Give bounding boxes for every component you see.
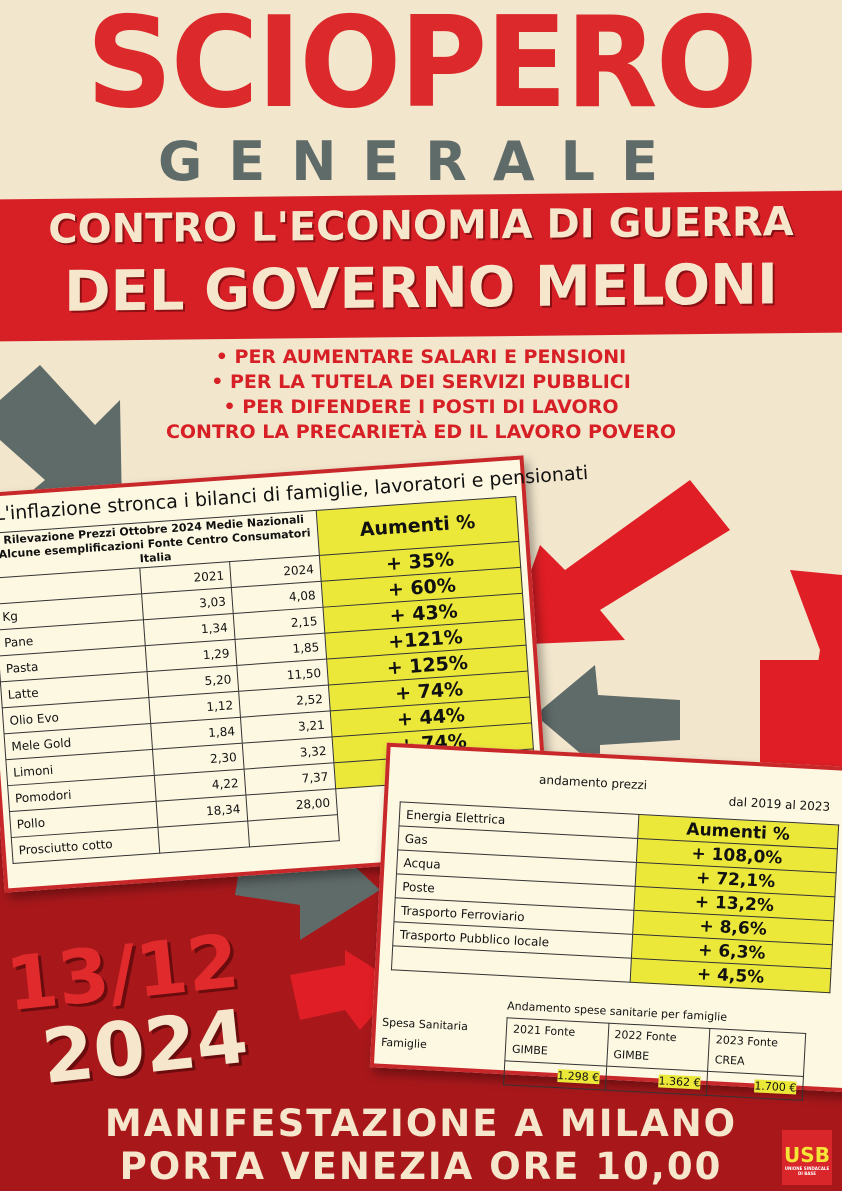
gray-arrow-icon [0,365,122,510]
footer-line-2: PORTA VENEZIA ORE 10,00 [119,1145,723,1188]
logo-tagline: UNIONE SINDACALE DI BASE [784,1166,830,1176]
health-value: 1.700 € [754,1078,797,1095]
price-2021-cell [157,820,250,854]
health-col-head: 2022 Fonte GIMBE [606,1023,710,1072]
logo-text: USB [784,1143,830,1167]
health-col-head: 2023 Fonte CREA [707,1028,806,1077]
table2-title: andamento prezzi [538,772,648,793]
usb-logo: USB UNIONE SINDACALE DI BASE [782,1130,832,1185]
health-col-head: 2021 Fonte GIMBE [504,1017,609,1067]
poster-subtitle: GENERALE [158,130,684,193]
gray-arrow-icon [535,665,680,770]
demand-item: • PER AUMENTARE SALARI E PENSIONI [215,346,627,368]
poster-title: SCIOPERO [86,0,758,137]
services-table-card: andamento prezzi dal 2019 al 2023 Energi… [369,742,842,1101]
footer-line-1: MANIFESTAZIONE A MILANO [104,1102,738,1145]
table2-period: dal 2019 al 2023 [728,794,831,814]
health-value: 1.362 € [658,1073,701,1090]
services-table: Energia Elettrica Aumenti % Gas + 108,0% Acq… [391,801,839,993]
health-value: 1.298 € [556,1068,600,1084]
demand-item: • PER DIFENDERE I POSTI DI LAVORO [223,396,619,418]
red-arrow-icon [505,480,730,645]
demands-list: • PER AUMENTARE SALARI E PENSIONI • PER … [0,345,842,445]
price-2024-cell [247,814,340,847]
health-label: Spesa Sanitaria Famiglie [380,1015,469,1052]
strike-date: 13/12 2024 [2,918,252,1101]
demand-item: CONTRO LA PRECARIETÀ ED IL LAVORO POVERO [165,421,677,443]
demand-item: • PER LA TUTELA DEI SERVIZI PUBBLICI [211,371,631,393]
